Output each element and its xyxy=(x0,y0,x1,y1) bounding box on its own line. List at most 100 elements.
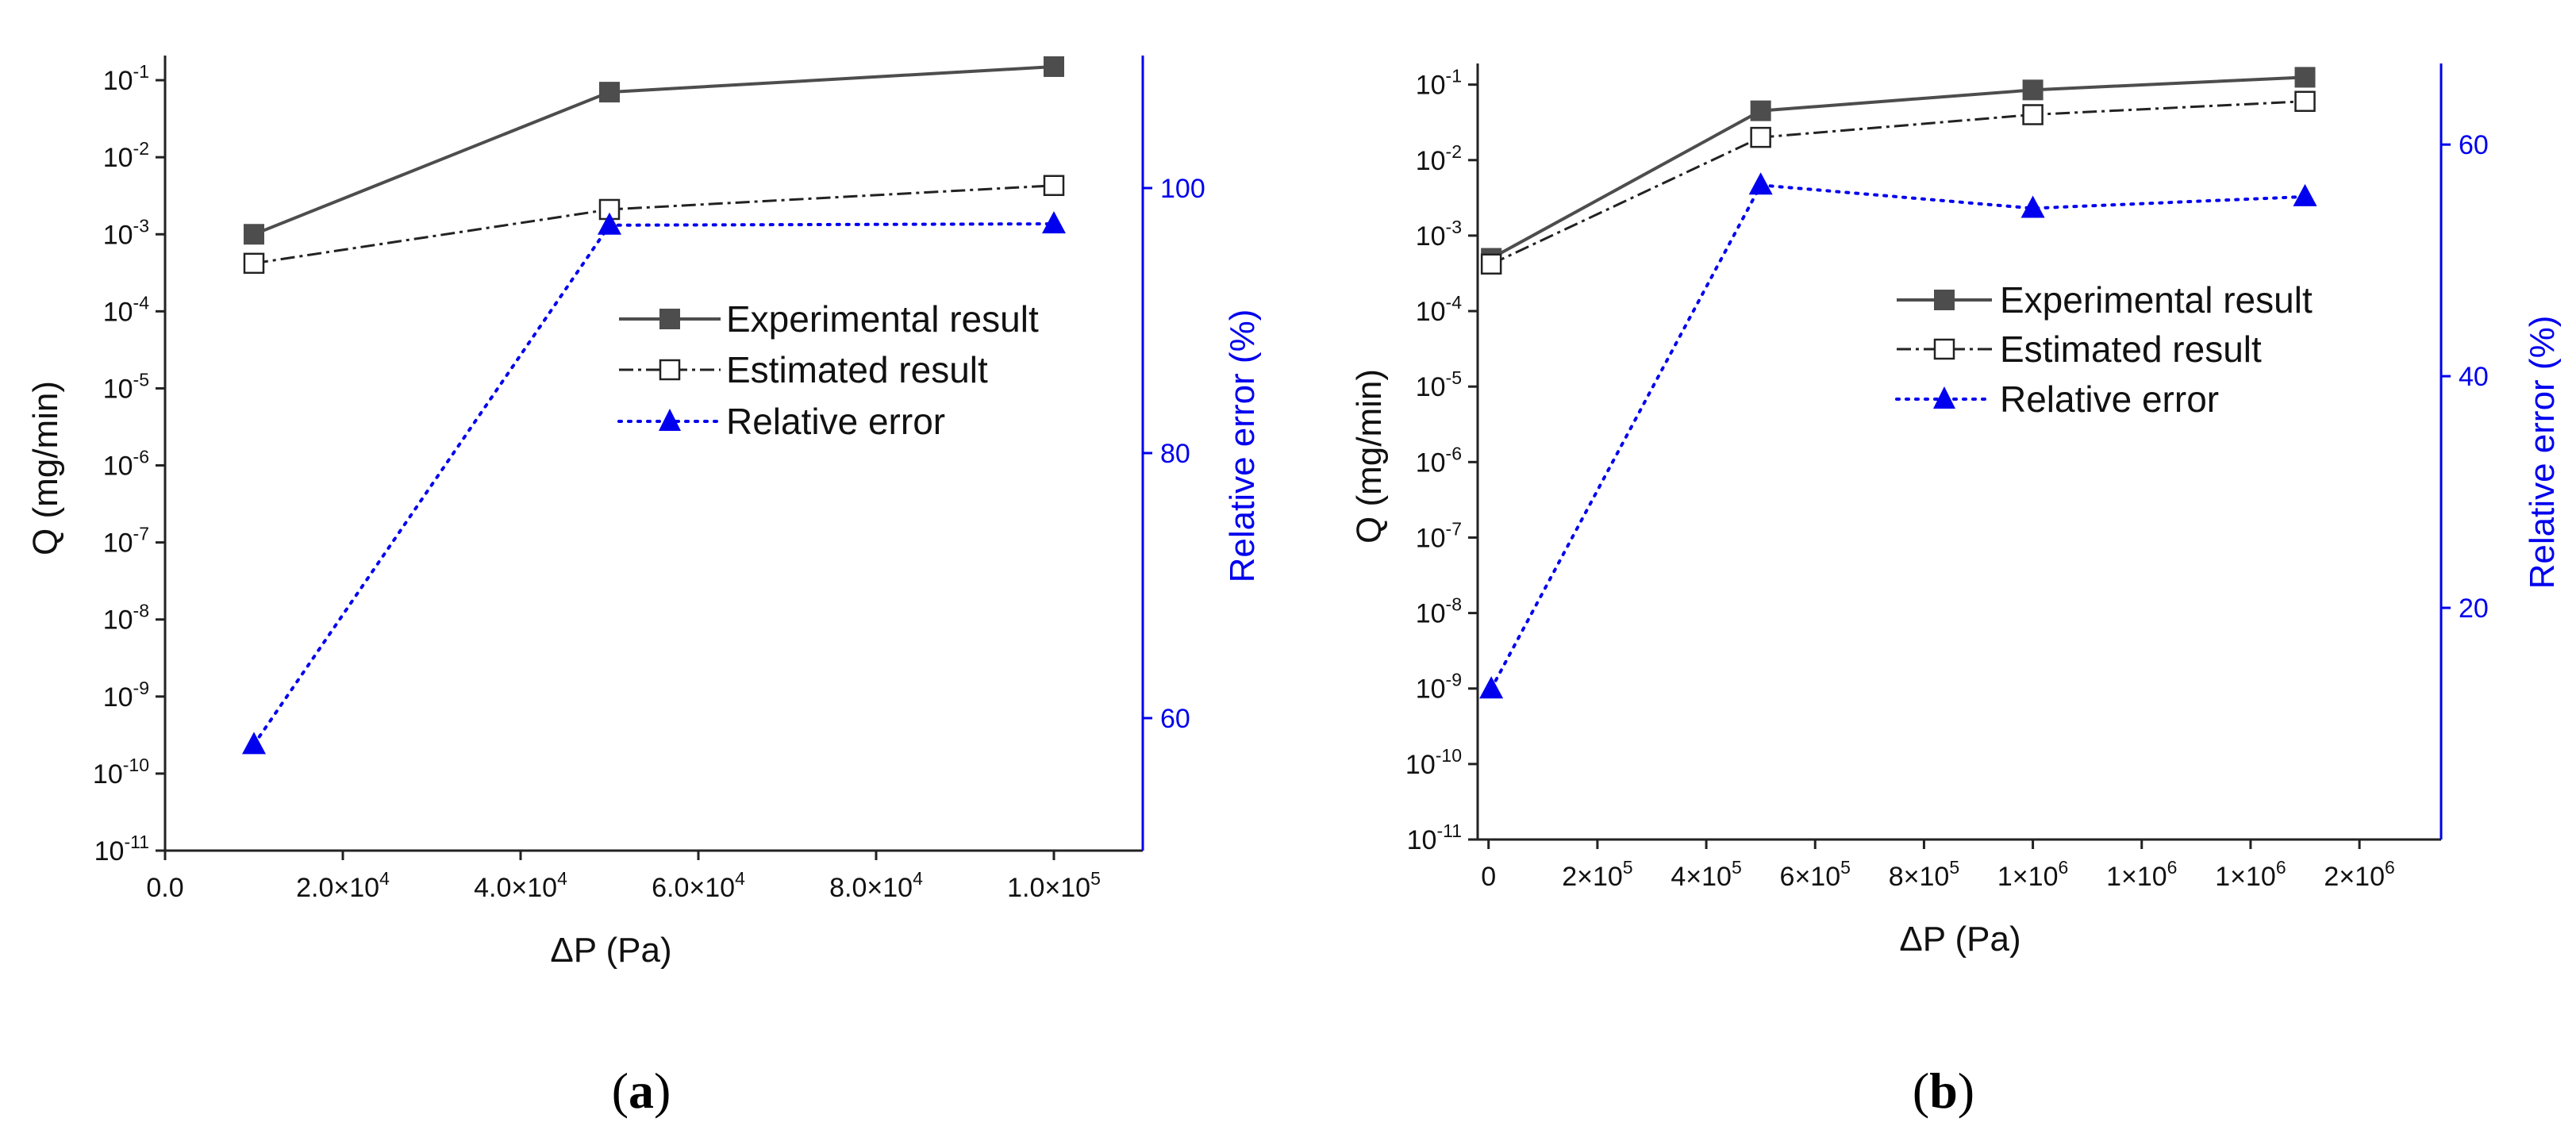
data-point-estimated-b-2 xyxy=(2022,104,2043,125)
legend-marker-experimental-a xyxy=(659,309,680,329)
data-point-experimental-a-1 xyxy=(599,82,620,103)
data-point-estimated-b-0 xyxy=(1480,253,1502,275)
data-point-error-a-1 xyxy=(598,212,621,235)
data-point-error-a-2 xyxy=(1042,211,1066,234)
legend-marker-error-b xyxy=(1933,386,1955,409)
y-left-tick-label-a--9: 10-9 xyxy=(103,678,149,713)
series-line-experimental-a xyxy=(253,65,1055,236)
series-line-error-b xyxy=(1490,183,2307,691)
legend-label-experimental-b: Experimental result xyxy=(2000,279,2313,321)
y-left-tick-label-b--10: 10-10 xyxy=(1405,745,1462,780)
x-tick-label-a-2: 4.0×104 xyxy=(474,868,567,903)
x-tick-label-a-4: 8.0×104 xyxy=(829,868,923,903)
data-point-experimental-a-2 xyxy=(1044,56,1064,77)
y-left-tick-label-b--6: 10-6 xyxy=(1416,443,1462,478)
x-tick-label-a-0: 0.0 xyxy=(146,873,183,903)
y-left-tick-label-b--7: 10-7 xyxy=(1416,518,1462,553)
y-right-tick-label-a-60: 60 xyxy=(1160,704,1190,734)
y-axis-label-right-b: Relative error (%) xyxy=(2523,316,2562,590)
caption-letter-a: a xyxy=(629,1062,654,1119)
panel-caption-b: (b) xyxy=(1913,1062,1974,1119)
y-right-tick-label-a-80: 80 xyxy=(1160,439,1190,469)
data-point-estimated-b-3 xyxy=(2294,90,2316,112)
series-line-experimental-b xyxy=(1490,75,2305,260)
legend-label-estimated-a: Estimated result xyxy=(726,349,988,390)
y-right-tick-label-a-100: 100 xyxy=(1160,174,1205,204)
y-left-tick-label-b--8: 10-8 xyxy=(1416,594,1462,629)
y-left-tick-label-b--5: 10-5 xyxy=(1416,367,1462,402)
x-tick-label-b-5: 1×106 xyxy=(1997,857,2068,892)
data-point-experimental-b-3 xyxy=(2294,67,2316,88)
y-right-tick-label-b-40: 40 xyxy=(2459,362,2489,392)
legend-label-experimental-a: Experimental result xyxy=(726,298,1039,340)
legend-label-estimated-b: Estimated result xyxy=(2000,329,2262,370)
x-tick-label-b-3: 6×105 xyxy=(1780,857,1851,892)
legend-a: Experimental result Estimated result Rel… xyxy=(617,298,1039,442)
y-left-tick-label-a--5: 10-5 xyxy=(103,369,149,404)
data-point-error-b-3 xyxy=(2293,183,2317,206)
data-point-error-a-0 xyxy=(242,732,266,755)
x-tick-label-b-7: 1×106 xyxy=(2215,857,2286,892)
caption-close-a: ) xyxy=(654,1062,671,1119)
plot-area-b: 0 2×105 4×105 6×105 8×105 1×106 1×106 1×106 2×10… xyxy=(1405,63,2489,892)
caption-open-a: ( xyxy=(612,1062,629,1119)
x-axis-label-b: ΔP (Pa) xyxy=(1899,920,2020,959)
legend-b: Experimental result Estimated result Rel… xyxy=(1895,279,2313,420)
y-axis-label-left-b: Q (mg/min) xyxy=(1350,369,1389,544)
x-tick-label-b-4: 8×105 xyxy=(1889,857,1959,892)
y-axis-label-right-a: Relative error (%) xyxy=(1223,309,1262,583)
y-left-tick-label-a--1: 10-1 xyxy=(103,61,149,96)
data-point-experimental-b-1 xyxy=(1750,100,1771,121)
y-left-tick-label-b--11: 10-11 xyxy=(1407,820,1462,855)
y-right-tick-label-b-20: 20 xyxy=(2459,594,2489,624)
data-point-error-b-0 xyxy=(1479,676,1504,699)
y-left-tick-label-a--8: 10-8 xyxy=(103,601,149,636)
plot-area-a: 0.0 2.0×104 4.0×104 6.0×104 8.0×104 1.0×105 10… xyxy=(93,56,1205,903)
legend-marker-error-a xyxy=(659,409,681,431)
x-tick-label-b-6: 1×106 xyxy=(2106,857,2177,892)
x-tick-label-a-5: 1.0×105 xyxy=(1007,868,1101,903)
chart-panel-a: 0.0 2.0×104 4.0×104 6.0×104 8.0×104 1.0×105 10… xyxy=(26,56,1262,1119)
y-left-tick-label-b--2: 10-2 xyxy=(1416,141,1462,176)
legend-label-error-a: Relative error xyxy=(726,401,945,442)
y-left-tick-label-b--4: 10-4 xyxy=(1416,292,1462,327)
y-left-tick-label-a--3: 10-3 xyxy=(103,215,149,250)
legend-marker-experimental-b xyxy=(1934,290,1955,310)
y-left-tick-label-a--11: 10-11 xyxy=(94,832,149,866)
data-point-experimental-b-2 xyxy=(2022,79,2043,101)
x-tick-label-a-1: 2.0×104 xyxy=(296,868,390,903)
caption-letter-b: b xyxy=(1929,1062,1958,1119)
x-tick-label-a-3: 6.0×104 xyxy=(652,868,745,903)
data-point-error-b-1 xyxy=(1748,172,1773,195)
series-line-estimated-b xyxy=(1490,100,2305,266)
caption-close-b: ) xyxy=(1958,1062,1974,1119)
data-point-estimated-a-2 xyxy=(1043,175,1065,197)
caption-open-b: ( xyxy=(1913,1062,1929,1119)
legend-marker-estimated-a xyxy=(659,359,681,381)
x-tick-label-b-0: 0 xyxy=(1481,862,1496,892)
y-axis-label-left-a: Q (mg/min) xyxy=(26,381,65,555)
legend-label-error-b: Relative error xyxy=(2000,378,2219,420)
y-left-tick-label-b--1: 10-1 xyxy=(1416,66,1462,101)
y-left-tick-label-b--3: 10-3 xyxy=(1416,217,1462,252)
y-left-tick-label-a--2: 10-2 xyxy=(103,138,149,173)
legend-marker-estimated-b xyxy=(1933,338,1955,360)
data-point-estimated-b-1 xyxy=(1750,126,1771,148)
x-axis-label-a: ΔP (Pa) xyxy=(550,931,671,970)
y-left-tick-label-a--6: 10-6 xyxy=(103,447,149,482)
x-tick-label-b-2: 4×105 xyxy=(1671,857,1741,892)
chart-panel-b: 0 2×105 4×105 6×105 8×105 1×106 1×106 1×106 2×10… xyxy=(1350,63,2562,1119)
y-left-tick-label-b--9: 10-9 xyxy=(1416,670,1462,705)
y-left-tick-label-a--4: 10-4 xyxy=(103,292,149,327)
data-point-estimated-a-0 xyxy=(243,252,265,275)
x-tick-label-b-1: 2×105 xyxy=(1562,857,1632,892)
y-left-tick-label-a--10: 10-10 xyxy=(93,755,149,790)
panel-caption-a: (a) xyxy=(612,1062,671,1119)
x-tick-label-b-8: 2×106 xyxy=(2324,857,2394,892)
data-point-experimental-a-0 xyxy=(244,224,264,245)
y-left-tick-label-a--7: 10-7 xyxy=(103,524,149,559)
data-point-error-b-2 xyxy=(2020,195,2045,218)
data-point-estimated-a-1 xyxy=(598,198,621,221)
y-right-tick-label-b-60: 60 xyxy=(2459,130,2489,160)
